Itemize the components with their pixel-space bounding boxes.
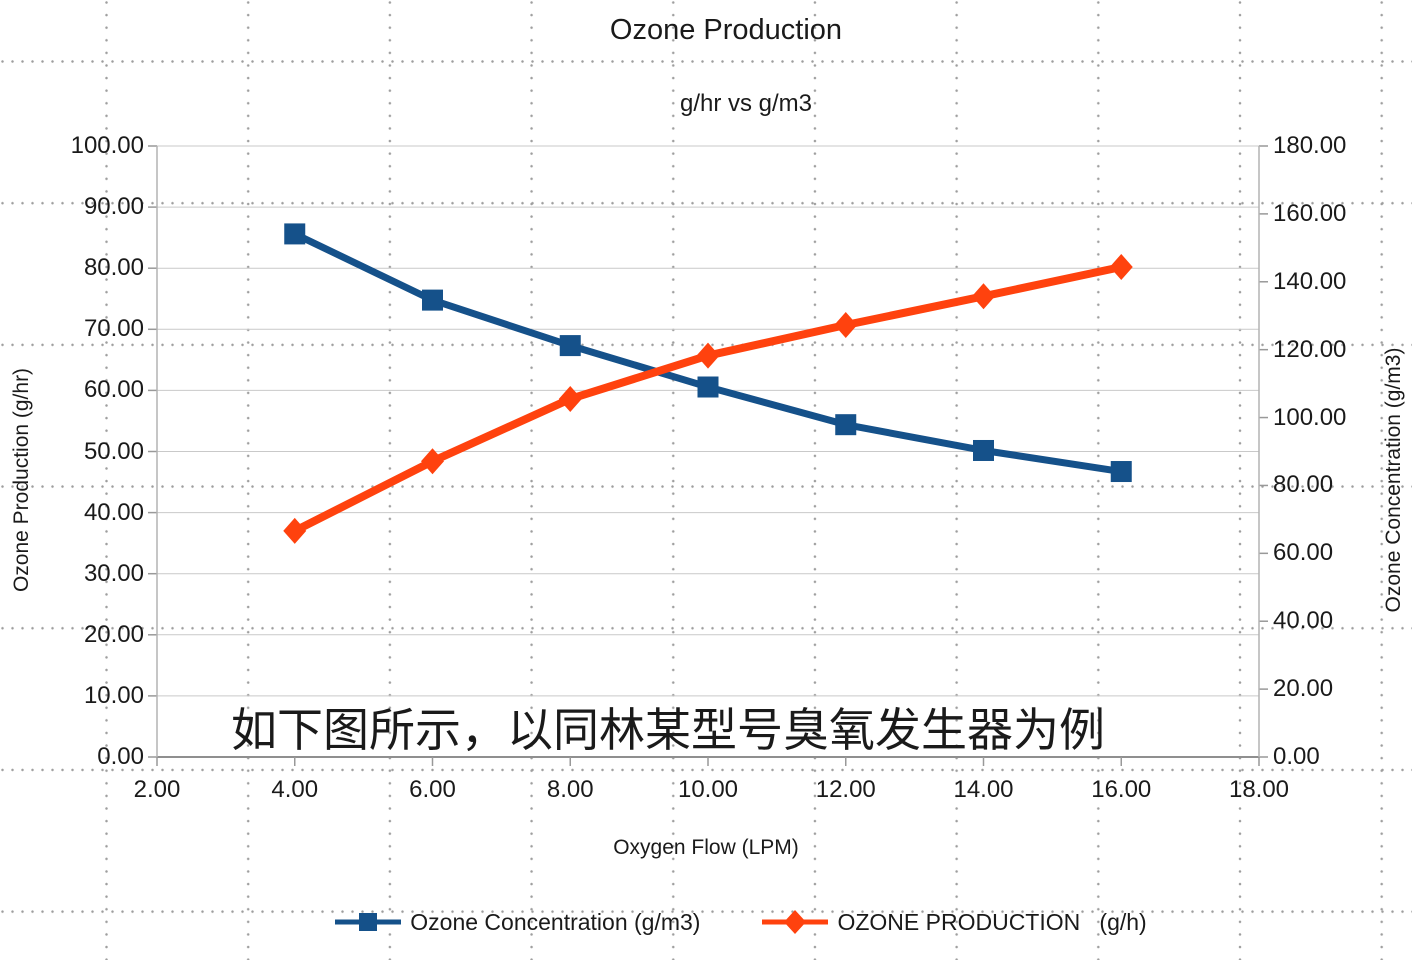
x-axis-tick-label: 4.00 [271, 776, 319, 803]
x-axis-tick-label: 2.00 [133, 776, 181, 803]
x-axis-tick-label: 10.00 [677, 776, 739, 803]
left-axis-tick-label: 100.00 [70, 132, 144, 159]
x-axis-tick-label: 16.00 [1091, 776, 1152, 803]
x-axis-tick-label: 14.00 [953, 776, 1014, 803]
left-axis-tick-label: 70.00 [83, 315, 144, 343]
right-axis-tick-label: 120.00 [1273, 335, 1347, 363]
x-axis-tick-label: 12.00 [815, 776, 876, 803]
x-axis-tick-label: 8.00 [546, 776, 594, 803]
left-axis-title: Ozone Production (g/hr) [10, 367, 33, 593]
legend: Ozone Concentration (g/m3) OZONE PRODUCTI… [70, 908, 1412, 936]
left-axis-tick-label: 40.00 [83, 498, 144, 526]
legend-label: OZONE PRODUCTION (g/h) [837, 908, 1147, 935]
right-axis-tick-label: 20.00 [1273, 675, 1334, 703]
legend-label: Ozone Concentration (g/m3) [410, 908, 701, 935]
right-axis-tick-label: 0.00 [1273, 743, 1320, 770]
right-axis-tick-label: 180.00 [1273, 132, 1347, 159]
left-axis-tick-label: 80.00 [83, 254, 144, 282]
left-axis-tick-label: 0.00 [97, 743, 144, 770]
marker-diamond [972, 283, 995, 310]
legend-diamond-marker-icon [762, 910, 829, 934]
plot-svg [148, 145, 1268, 766]
left-axis-tick-label: 10.00 [83, 681, 144, 709]
legend-item: OZONE PRODUCTION (g/h) [762, 908, 1147, 936]
left-axis-tick-label: 60.00 [83, 376, 144, 404]
chinese-annotation: 如下图所示，以同林某型号臭氧发生器为例 [231, 704, 1105, 756]
right-axis-tick-label: 140.00 [1273, 267, 1347, 295]
marker-diamond [1109, 253, 1133, 280]
marker-square [973, 439, 994, 461]
left-axis-tick-label: 20.00 [83, 620, 144, 648]
marker-square [697, 376, 719, 398]
marker-square [1110, 461, 1132, 483]
marker-square [835, 414, 857, 436]
legend-item: Ozone Concentration (g/m3) [335, 908, 700, 936]
right-axis-tick-label: 60.00 [1273, 539, 1334, 567]
marker-square [422, 289, 443, 311]
right-axis-title: Ozone Concentration (g/m3) [1382, 347, 1405, 613]
marker-diamond [834, 312, 858, 339]
chart-title: Ozone Production [609, 14, 843, 46]
x-axis-tick-label: 6.00 [409, 776, 456, 803]
left-axis-tick-label: 90.00 [83, 193, 144, 221]
right-axis-tick-label: 80.00 [1273, 471, 1334, 499]
marker-diamond [558, 385, 582, 412]
marker-diamond [283, 517, 307, 544]
left-axis-tick-label: 50.00 [83, 437, 144, 465]
left-axis-tick-label: 30.00 [83, 559, 144, 587]
x-axis-tick-label: 18.00 [1228, 776, 1290, 803]
x-axis-title: Oxygen Flow (LPM) [613, 836, 799, 859]
marker-square [284, 223, 306, 245]
right-axis-tick-label: 40.00 [1273, 607, 1334, 635]
legend-square-marker-icon [335, 913, 402, 931]
series-line-diamond [290, 262, 1126, 535]
marker-diamond [696, 342, 720, 369]
marker-diamond [421, 448, 444, 475]
plot-area [148, 145, 1268, 766]
marker-square [559, 335, 581, 357]
chart-subtitle: g/hr vs g/m3 [679, 90, 813, 117]
right-axis-tick-label: 160.00 [1273, 199, 1347, 227]
right-axis-tick-label: 100.00 [1273, 403, 1347, 431]
